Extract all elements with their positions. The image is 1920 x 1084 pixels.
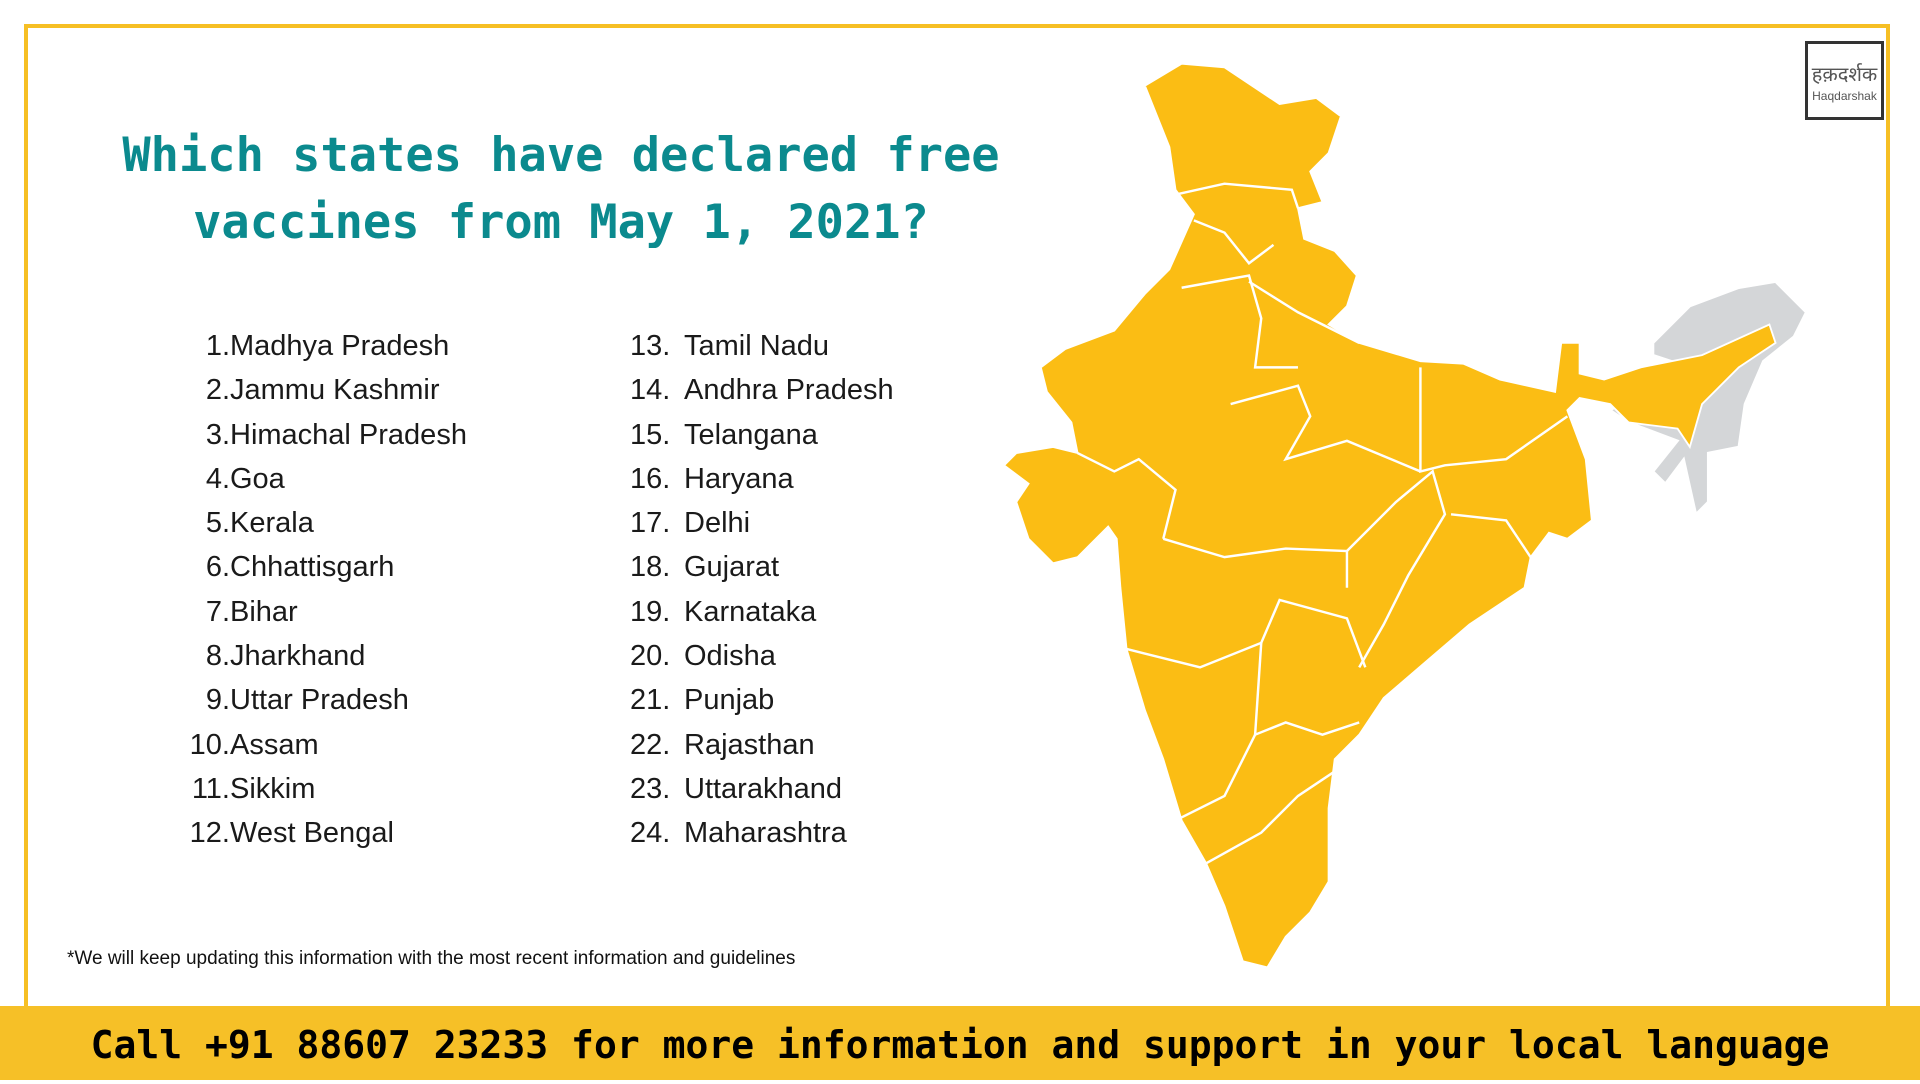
state-list-item: 20. Odisha — [630, 634, 894, 678]
logo-hindi: हक़दर्शक — [1811, 64, 1878, 86]
state-name: West Bengal — [230, 817, 394, 850]
state-list-item: 15. Telangana — [630, 413, 894, 457]
state-number: 15. — [630, 418, 671, 451]
state-list-item: 6. Chhattisgarh — [180, 545, 467, 589]
footnote: *We will keep updating this information … — [67, 948, 796, 969]
state-list-item: 11. Sikkim — [180, 767, 467, 811]
state-number: 22. — [630, 728, 671, 761]
state-name: Jammu Kashmir — [230, 374, 440, 407]
state-name: Assam — [230, 728, 319, 761]
state-list-item: 16. Haryana — [630, 457, 894, 501]
state-list-item: 14. Andhra Pradesh — [630, 368, 894, 412]
state-list-item: 22. Rajasthan — [630, 723, 894, 767]
state-number: 2. — [205, 374, 230, 407]
footer-banner: Call +91 88607 23233 for more informatio… — [0, 1006, 1920, 1080]
footer-call-text: Call +91 88607 23233 for more informatio… — [90, 1023, 1830, 1067]
title-line-2: vaccines from May 1, 2021? — [193, 195, 929, 250]
state-list-item: 12. West Bengal — [180, 811, 467, 855]
state-name: Andhra Pradesh — [684, 374, 894, 407]
state-list-item: 18. Gujarat — [630, 545, 894, 589]
state-number: 24. — [630, 817, 671, 850]
state-name: Rajasthan — [684, 728, 815, 761]
state-name: Maharashtra — [684, 817, 847, 850]
state-name: Madhya Pradesh — [230, 330, 450, 362]
state-list-item: 7. Bihar — [180, 590, 467, 634]
state-list-item: 23. Uttarakhand — [630, 767, 894, 811]
state-list-item: 24. Maharashtra — [630, 811, 894, 855]
state-number: 3. — [205, 418, 230, 451]
state-number: 16. — [630, 462, 671, 495]
state-name: Delhi — [684, 507, 751, 540]
state-number: 18. — [630, 551, 671, 584]
state-name: Bihar — [230, 595, 298, 628]
state-number: 21. — [630, 684, 671, 717]
logo-english: Haqdarshak — [1812, 89, 1877, 103]
state-list-item: 10. Assam — [180, 723, 467, 767]
state-list-item: 1. Madhya Pradesh — [180, 324, 467, 368]
state-number: 10. — [189, 728, 230, 761]
state-name: Uttar Pradesh — [230, 684, 409, 717]
state-name: Telangana — [684, 418, 818, 451]
state-number: 11. — [191, 772, 230, 805]
state-number: 12. — [189, 817, 230, 850]
state-number: 14. — [630, 374, 671, 407]
state-name: Odisha — [684, 640, 776, 673]
state-number: 4. — [205, 462, 230, 495]
state-number: 13. — [630, 330, 671, 362]
state-number: 1. — [205, 330, 230, 362]
state-number: 9. — [205, 684, 230, 717]
state-list-item: 19. Karnataka — [630, 590, 894, 634]
state-name: Kerala — [230, 507, 314, 540]
map-state-borders — [1077, 182, 1569, 865]
state-list-item: 5. Kerala — [180, 501, 467, 545]
state-number: 8. — [205, 640, 230, 673]
state-number: 7. — [205, 595, 230, 628]
state-number: 19. — [630, 595, 671, 628]
state-number: 20. — [630, 640, 671, 673]
state-list-column-2: 13. Tamil Nadu 14. Andhra Pradesh 15. Telanga… — [630, 324, 894, 856]
state-name: Karnataka — [684, 595, 817, 628]
state-list-item: 13. Tamil Nadu — [630, 324, 894, 368]
state-number: 6. — [205, 551, 230, 584]
state-name: Jharkhand — [230, 640, 366, 673]
state-list-item: 2. Jammu Kashmir — [180, 368, 467, 412]
state-name: Gujarat — [684, 551, 780, 584]
state-number: 17. — [630, 507, 671, 540]
state-list-item: 9. Uttar Pradesh — [180, 678, 467, 722]
state-name: Punjab — [684, 684, 775, 717]
state-list-item: 17. Delhi — [630, 501, 894, 545]
state-list-item: 8. Jharkhand — [180, 634, 467, 678]
state-name: Haryana — [684, 462, 794, 495]
haqdarshak-logo: हक़दर्शक Haqdarshak — [1805, 41, 1884, 120]
map-free-vaccine-states — [1002, 62, 1777, 969]
state-number: 5. — [205, 507, 230, 540]
state-name: Chhattisgarh — [230, 551, 395, 584]
state-name: Sikkim — [230, 772, 316, 805]
state-name: Uttarakhand — [684, 772, 842, 805]
state-name: Himachal Pradesh — [230, 418, 467, 451]
state-number: 23. — [630, 772, 671, 805]
page-title: Which states have declared free vaccines… — [100, 122, 1022, 256]
state-list-item: 21. Punjab — [630, 678, 894, 722]
state-name: Tamil Nadu — [684, 330, 830, 362]
state-list-item: 4. Goa — [180, 457, 467, 501]
state-list-item: 3. Himachal Pradesh — [180, 413, 467, 457]
page-border — [24, 24, 1890, 1024]
state-list-column-1: 1. Madhya Pradesh 2. Jammu Kashmir 3. Himacha… — [180, 324, 467, 856]
title-line-1: Which states have declared free — [122, 128, 1000, 183]
state-name: Goa — [230, 462, 285, 495]
